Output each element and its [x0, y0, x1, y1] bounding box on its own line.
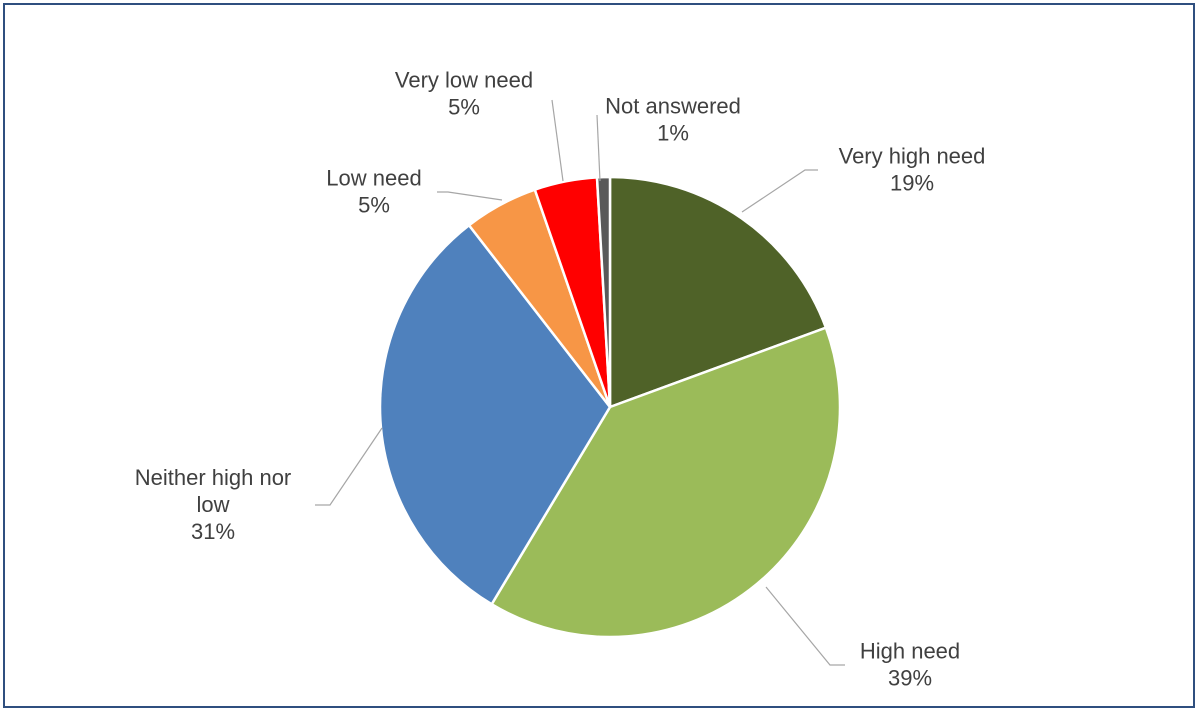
leader-line-very-low-need: [551, 99, 564, 182]
data-label-percent: 31%: [191, 519, 235, 544]
data-label-very-high-need: Very high need 19%: [839, 144, 986, 196]
data-label-name: Very low need: [395, 68, 533, 93]
leader-lines: [315, 99, 845, 666]
data-label-name: Very high need: [839, 144, 986, 169]
data-label-percent: 1%: [657, 121, 689, 146]
leader-line-high-need: [765, 586, 845, 666]
leader-line-very-high-need: [741, 169, 818, 213]
data-label-low-need: Low need 5%: [326, 166, 421, 218]
data-label-percent: 5%: [358, 193, 390, 218]
pie-slice-not-answered: [595, 175, 612, 408]
data-label-not-answered: Not answered 1%: [605, 94, 741, 146]
data-label-name: Low need: [326, 166, 421, 191]
data-label-name: Neither high nor: [135, 465, 292, 490]
data-label-very-low-need: Very low need 5%: [395, 68, 533, 120]
data-label-name: low: [196, 492, 229, 517]
data-label-name: Not answered: [605, 94, 741, 119]
pie-slice-very-high-need: [608, 175, 828, 409]
data-label-percent: 5%: [448, 95, 480, 120]
data-label-high-need: High need 39%: [860, 639, 960, 691]
pie-slices: [378, 175, 842, 639]
pie-slice-neither-high-nor-low: [378, 223, 612, 606]
data-label-percent: 39%: [888, 666, 932, 691]
leader-line-neither-high-nor-low: [315, 427, 383, 506]
leader-line-not-answered: [596, 114, 601, 182]
pie-slice-high-need: [489, 326, 842, 639]
leader-line-low-need: [437, 191, 503, 201]
data-label-name: High need: [860, 639, 960, 664]
data-labels: Very high need 19% High need 39% Neither hig…: [135, 68, 986, 691]
data-label-neither-high-nor-low: Neither high nor low 31%: [135, 465, 292, 544]
data-label-percent: 19%: [890, 171, 934, 196]
